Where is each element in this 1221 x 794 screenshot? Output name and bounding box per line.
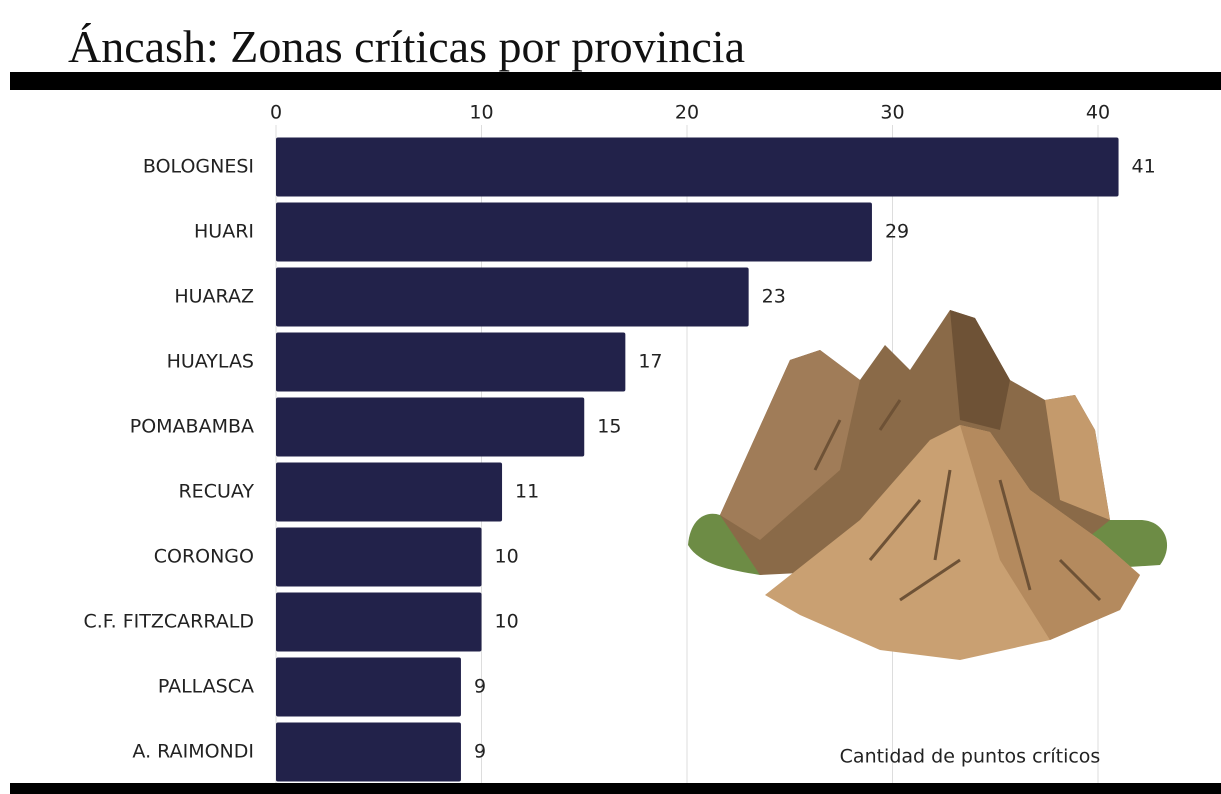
page: Áncash: Zonas críticas por provincia Can…	[0, 0, 1221, 794]
value-label: 15	[597, 416, 621, 438]
x-tick-label: 0	[270, 102, 282, 124]
y-tick-label: C.F. FITZCARRALD	[83, 611, 254, 633]
bar	[276, 593, 482, 652]
value-label: 9	[474, 741, 486, 763]
title-rule	[10, 72, 1221, 90]
x-tick-label: 10	[469, 102, 493, 124]
y-tick-label: RECUAY	[178, 481, 254, 503]
x-tick-label: 20	[675, 102, 699, 124]
value-label: 11	[515, 481, 539, 503]
value-label: 10	[495, 611, 519, 633]
y-tick-label: PALLASCA	[158, 676, 254, 698]
y-tick-label: POMABAMBA	[130, 416, 254, 438]
y-tick-label: HUAYLAS	[167, 351, 254, 373]
value-label: 9	[474, 676, 486, 698]
bar	[276, 138, 1119, 197]
chart-title: Áncash: Zonas críticas por provincia	[68, 21, 745, 72]
bar	[276, 658, 461, 717]
bar	[276, 723, 461, 782]
y-tick-label: HUARAZ	[174, 286, 254, 308]
y-tick-label: BOLOGNESI	[143, 156, 254, 178]
x-axis-label: Cantidad de puntos críticos	[840, 746, 1101, 768]
value-label: 10	[495, 546, 519, 568]
value-label: 17	[638, 351, 662, 373]
x-tick-label: 40	[1086, 102, 1110, 124]
bar	[276, 203, 872, 262]
value-label: 23	[762, 286, 786, 308]
y-tick-label: HUARI	[194, 221, 254, 243]
bar	[276, 528, 482, 587]
bar	[276, 268, 749, 327]
bar	[276, 333, 625, 392]
bar	[276, 463, 502, 522]
y-tick-label: CORONGO	[154, 546, 254, 568]
value-label: 29	[885, 221, 909, 243]
mountain-illustration	[688, 310, 1167, 660]
x-tick-label: 30	[880, 102, 904, 124]
y-tick-label: A. RAIMONDI	[132, 741, 254, 763]
chart: Áncash: Zonas críticas por provincia Can…	[0, 0, 1221, 794]
value-label: 41	[1132, 156, 1156, 178]
bar	[276, 398, 584, 457]
bottom-rule	[10, 783, 1221, 794]
